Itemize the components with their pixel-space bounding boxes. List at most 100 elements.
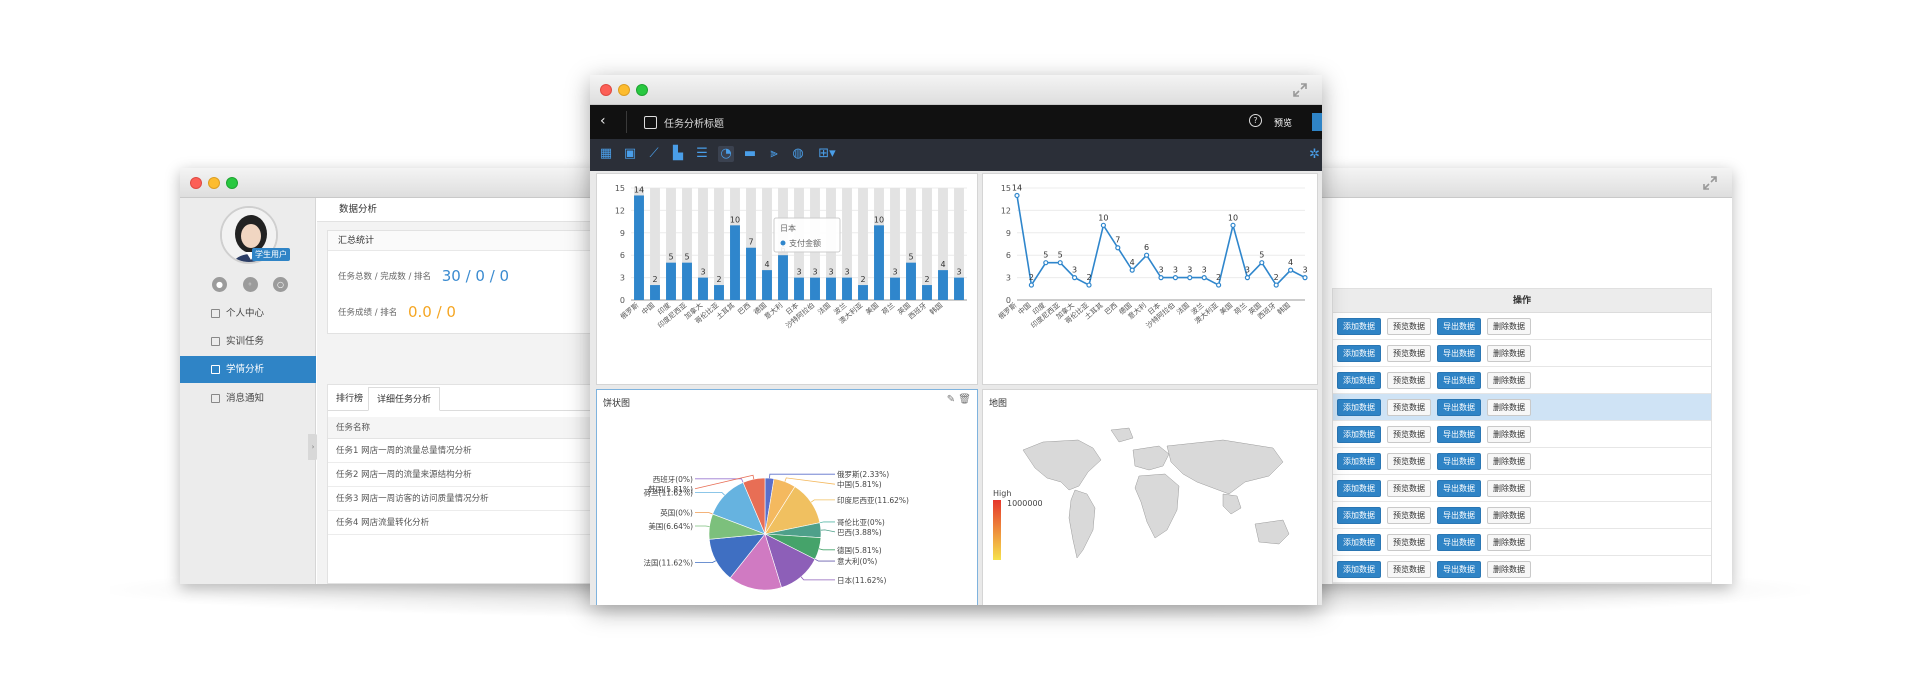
delete-data-button[interactable]: 删除数据 [1487, 506, 1531, 524]
preview-data-button[interactable]: 预览数据 [1387, 344, 1431, 362]
bar[interactable] [842, 277, 852, 300]
table-row[interactable]: 添加数据 预览数据 导出数据 删除数据 [1333, 556, 1711, 583]
add-data-button[interactable]: 添加数据 [1337, 344, 1381, 362]
user-icon[interactable]: ● [212, 277, 227, 292]
close-dot[interactable] [190, 177, 202, 189]
table-row[interactable]: 添加数据 预览数据 导出数据 删除数据 [1333, 421, 1711, 448]
preview-data-button[interactable]: 预览数据 [1387, 533, 1431, 551]
bar[interactable] [922, 285, 932, 300]
line-point[interactable] [1028, 282, 1035, 288]
globe-icon[interactable]: ◍ [792, 146, 804, 161]
bar[interactable] [890, 277, 900, 300]
bar[interactable] [698, 277, 708, 300]
help-icon[interactable]: ? [1249, 114, 1262, 127]
export-data-button[interactable]: 导出数据 [1437, 506, 1481, 524]
line-point[interactable] [1115, 245, 1121, 251]
line-point[interactable] [1014, 192, 1020, 199]
preview-data-button[interactable]: 预览数据 [1387, 398, 1431, 416]
add-data-button[interactable]: 添加数据 [1337, 560, 1381, 578]
table-row[interactable]: 任务1 网店一周的流量总量情况分析 [328, 439, 599, 463]
add-data-button[interactable]: 添加数据 [1337, 452, 1381, 470]
delete-data-button[interactable]: 删除数据 [1487, 533, 1531, 551]
line-point[interactable] [1302, 274, 1308, 281]
trash-icon[interactable]: 🗑 [958, 394, 971, 405]
bar-chart-icon[interactable]: ▙ [673, 146, 683, 161]
combo-chart-icon[interactable]: ⫸ [770, 146, 778, 161]
preview-data-button[interactable]: 预览数据 [1387, 479, 1431, 497]
line-point[interactable] [1043, 260, 1049, 266]
export-data-button[interactable]: 导出数据 [1437, 425, 1481, 443]
export-data-button[interactable]: 导出数据 [1437, 344, 1481, 362]
map-panel[interactable]: 地图 [982, 389, 1318, 605]
line-point[interactable] [1288, 267, 1294, 273]
zoom-dot[interactable] [226, 177, 238, 189]
line-point[interactable] [1244, 274, 1250, 281]
delete-data-button[interactable]: 删除数据 [1487, 398, 1531, 416]
bar[interactable] [938, 270, 948, 300]
delete-data-button[interactable]: 删除数据 [1487, 560, 1531, 578]
delete-data-button[interactable]: 删除数据 [1487, 452, 1531, 470]
delete-data-button[interactable]: 删除数据 [1487, 371, 1531, 389]
table-row[interactable]: 任务4 网店流量转化分析 [328, 511, 599, 535]
delete-data-button[interactable]: 删除数据 [1487, 479, 1531, 497]
delete-data-button[interactable]: 删除数据 [1487, 317, 1531, 335]
grid-icon[interactable]: ⊞▾ [818, 146, 836, 161]
bar[interactable] [778, 255, 788, 300]
add-data-button[interactable]: 添加数据 [1337, 398, 1381, 416]
bar[interactable] [714, 285, 724, 300]
bar[interactable] [634, 195, 644, 300]
table-icon[interactable]: ▦ [599, 146, 613, 161]
table-row[interactable]: 任务3 网店一周访客的访问质量情况分析 [328, 487, 599, 511]
line-point[interactable] [1259, 260, 1265, 266]
table-row[interactable]: 添加数据 预览数据 导出数据 删除数据 [1333, 367, 1711, 394]
bar[interactable] [682, 262, 692, 300]
export-data-button[interactable]: 导出数据 [1437, 533, 1481, 551]
preview-data-button[interactable]: 预览数据 [1387, 317, 1431, 335]
bar[interactable] [746, 247, 756, 300]
bar[interactable] [826, 277, 836, 300]
table-row[interactable]: 添加数据 预览数据 导出数据 删除数据 [1333, 475, 1711, 502]
line-chart-panel[interactable]: 0 3 6 9 12 15 14 2 5 5 3 2 10 7 4 6 3 3 3 3 2 10 3 5 2 4 3 俄罗斯 中国 印度印… [982, 173, 1318, 385]
line-point[interactable] [1129, 267, 1135, 273]
chevron-left-icon[interactable]: ‹ [600, 113, 606, 129]
save-button-edge[interactable] [1312, 113, 1322, 131]
bar-chart-panel[interactable]: 03691215142553210746333321035243俄罗斯中国印度印… [596, 173, 978, 385]
expand-icon[interactable] [1292, 82, 1308, 98]
line-point[interactable] [1144, 252, 1150, 258]
expand-icon[interactable] [1702, 175, 1718, 191]
bar[interactable] [650, 285, 660, 300]
line-chart-icon[interactable]: ⟋ [649, 146, 659, 161]
preview-data-button[interactable]: 预览数据 [1387, 560, 1431, 578]
export-data-button[interactable]: 导出数据 [1437, 398, 1481, 416]
add-data-button[interactable]: 添加数据 [1337, 317, 1381, 335]
sidebar-item-learning-analysis[interactable]: 学情分析 [180, 356, 316, 383]
bar[interactable] [858, 285, 868, 300]
flag-icon[interactable]: ▬ [743, 146, 757, 161]
preview-data-button[interactable]: 预览数据 [1387, 425, 1431, 443]
bar[interactable] [954, 277, 964, 300]
power-icon[interactable]: ○ [273, 277, 288, 292]
preview-button[interactable]: 预览 [1273, 119, 1292, 129]
pie-slice[interactable] [729, 533, 782, 591]
line-point[interactable] [1201, 274, 1207, 281]
line-point[interactable] [1100, 222, 1107, 228]
export-data-button[interactable]: 导出数据 [1437, 479, 1481, 497]
bar[interactable] [730, 225, 740, 300]
bar[interactable] [666, 262, 676, 300]
line-point[interactable] [1216, 282, 1222, 288]
minimize-dot[interactable] [208, 177, 220, 189]
sidebar-item-personal-center[interactable]: 个人中心 [180, 300, 316, 327]
bar[interactable] [810, 277, 820, 300]
line-point[interactable] [1230, 222, 1236, 228]
close-dot[interactable] [600, 84, 612, 96]
line-point[interactable] [1172, 274, 1178, 281]
pie-chart-panel[interactable]: 饼状图 ✎ 🗑 俄罗斯(2.33%) 中国(5.81%) 印度尼西亚(11.62%)… [596, 389, 978, 605]
zoom-dot[interactable] [636, 84, 648, 96]
line-point[interactable] [1273, 282, 1279, 288]
bar[interactable] [906, 262, 916, 300]
tab-ranking[interactable]: 排行榜 [336, 394, 364, 404]
line-point[interactable] [1057, 260, 1063, 266]
settings-icon[interactable]: ◦ [242, 277, 258, 292]
export-data-button[interactable]: 导出数据 [1437, 317, 1481, 335]
table-row[interactable]: 添加数据 预览数据 导出数据 删除数据 [1333, 502, 1711, 529]
